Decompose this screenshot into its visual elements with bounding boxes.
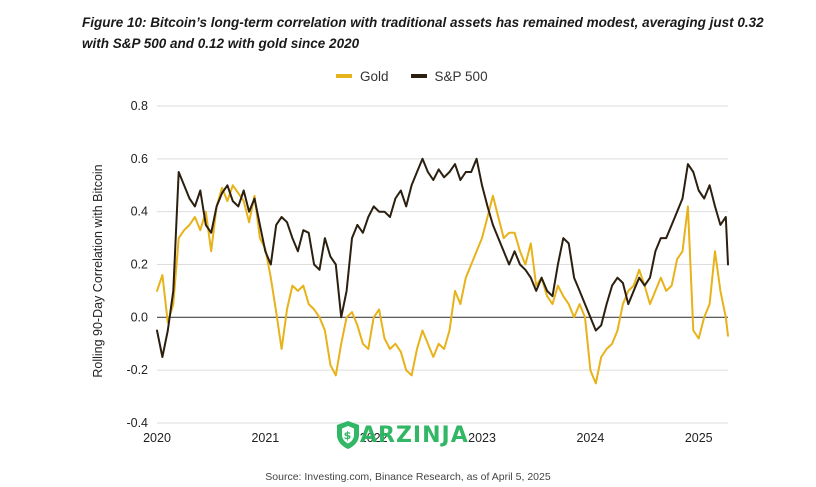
series-line-sp500 [156,157,729,358]
source-note: Source: Investing.com, Binance Research,… [265,471,551,483]
legend-swatch-sp500 [410,74,427,78]
legend-label-gold: Gold [360,68,389,84]
x-tick-label: 2023 [468,431,496,445]
legend-label-sp500: S&P 500 [434,68,488,84]
y-tick-label: 0.0 [131,310,148,324]
x-tick-label: 2021 [251,431,279,445]
shield-logo-icon: $ [337,421,359,449]
y-tick-label: 0.4 [131,205,148,219]
legend-item-sp500: S&P 500 [410,68,488,84]
y-tick-label: -0.2 [126,363,148,377]
chart-legend: Gold S&P 500 [336,66,488,86]
y-tick-label: 0.8 [131,99,148,113]
x-tick-label: 2022 [360,431,388,445]
x-tick-label: 2024 [576,431,604,445]
watermark: $ ARZINJA [336,420,469,450]
y-tick-label: 0.2 [131,258,148,272]
svg-text:$: $ [344,429,353,442]
series-lines [156,157,729,385]
y-tick-labels: -0.4 -0.2 0.0 0.2 0.4 0.6 0.8 [126,99,148,430]
legend-swatch-gold [336,74,352,78]
grid-lines [157,105,728,424]
legend-item-gold: Gold [336,69,389,84]
x-tick-label: 2025 [685,431,713,445]
figure-title: Figure 10: Bitcoin’s long-term correlati… [82,15,764,51]
y-tick-label: -0.4 [126,416,148,430]
series-line-gold [156,184,729,385]
x-tick-labels: 2020 2021 2022 2023 2024 2025 [143,431,713,445]
watermark-text: ARZINJA [360,422,469,448]
y-tick-label: 0.6 [131,152,148,166]
x-tick-label: 2020 [143,431,171,445]
